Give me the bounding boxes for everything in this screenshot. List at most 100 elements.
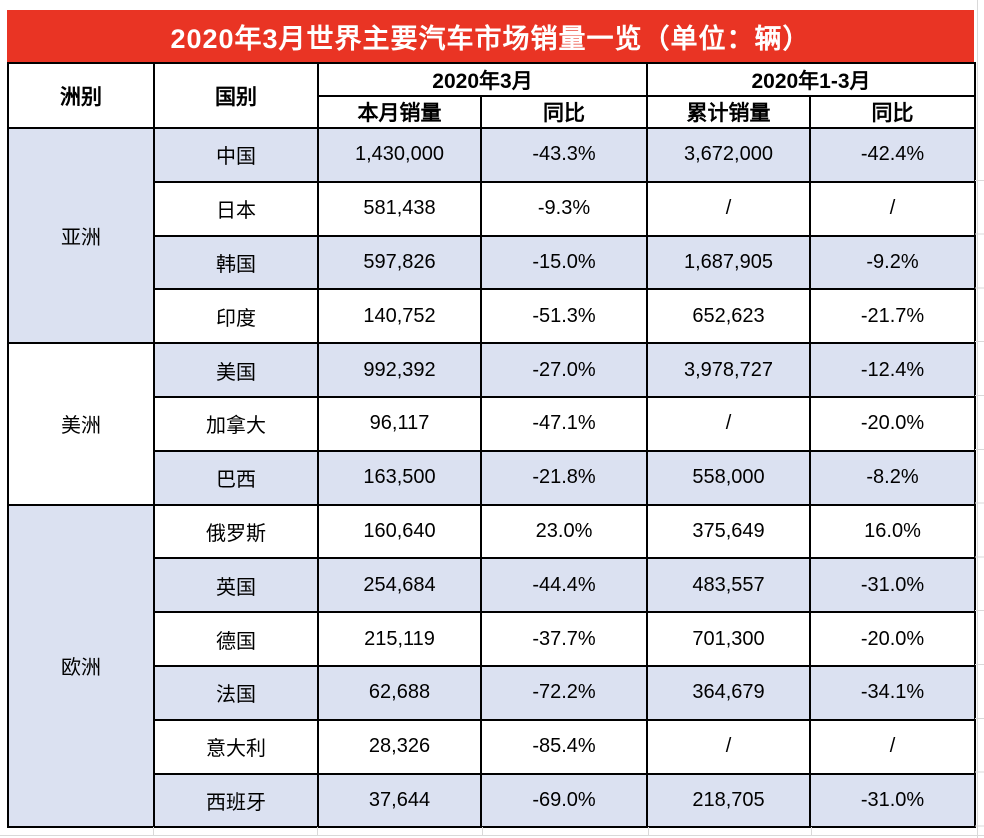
cumulative-yoy-cell: -20.0% (808, 395, 977, 452)
monthly-yoy-cell: -9.3% (480, 180, 648, 237)
cumulative-sales-cell: 701,300 (646, 611, 811, 667)
monthly-yoy-cell: -44.4% (480, 557, 648, 614)
continent-cell: 美洲 (7, 342, 155, 506)
cumulative-yoy-cell: / (808, 180, 977, 237)
table-title-bar: 2020年3月世界主要汽车市场销量一览（单位：辆） (7, 10, 974, 62)
cumulative-yoy-cell: -8.2% (808, 449, 977, 506)
country-cell: 印度 (153, 288, 319, 345)
monthly-sales-cell: 62,688 (317, 664, 482, 721)
country-cell: 中国 (153, 127, 319, 183)
country-cell: 韩国 (153, 234, 319, 291)
header-group-ytd: 2020年1-3月 (645, 62, 977, 97)
cumulative-yoy-cell: -12.4% (808, 342, 977, 398)
country-cell: 意大利 (153, 718, 319, 775)
cumulative-yoy-cell: -21.7% (808, 288, 977, 345)
cumulative-sales-cell: 3,672,000 (646, 127, 811, 183)
monthly-sales-cell: 96,117 (317, 395, 482, 452)
country-cell: 加拿大 (153, 395, 319, 452)
cumulative-sales-cell: 375,649 (646, 503, 811, 560)
cumulative-yoy-cell: -31.0% (808, 557, 977, 614)
header-monthly-yoy: 同比 (480, 95, 648, 129)
sales-table: 洲别 国别 2020年3月 2020年1-3月 本月销量 同比 累计销量 同比 … (7, 62, 977, 829)
country-cell: 美国 (153, 342, 319, 398)
monthly-yoy-cell: -43.3% (480, 127, 648, 183)
country-cell: 西班牙 (153, 772, 319, 829)
monthly-yoy-cell: 23.0% (480, 503, 648, 560)
gridline-horizontal-bottom (0, 835, 984, 836)
monthly-sales-cell: 597,826 (317, 234, 482, 291)
monthly-yoy-cell: -47.1% (480, 395, 648, 452)
monthly-yoy-cell: -51.3% (480, 288, 648, 345)
monthly-sales-cell: 37,644 (317, 772, 482, 829)
gridline-stub (482, 827, 483, 836)
cumulative-sales-cell: 483,557 (646, 557, 811, 614)
table-row: 亚洲 中国 1,430,000 -43.3% 3,672,000 -42.4% (7, 126, 977, 345)
header-monthly-sales: 本月销量 (317, 95, 482, 129)
gridline-stub (811, 827, 812, 836)
table-row: 英国 254,684 -44.4% 483,557 -31.0% (8, 557, 977, 614)
monthly-sales-cell: 992,392 (317, 342, 482, 398)
monthly-sales-cell: 160,640 (317, 503, 482, 560)
monthly-yoy-cell: -72.2% (480, 664, 648, 721)
table-row: 韩国 597,826 -15.0% 1,687,905 -9.2% (8, 234, 977, 291)
monthly-yoy-cell: -37.7% (480, 611, 648, 667)
table-row: 日本 581,438 -9.3% / / (8, 180, 977, 237)
cumulative-sales-cell: 218,705 (646, 772, 811, 829)
cumulative-sales-cell: 364,679 (646, 664, 811, 721)
cumulative-sales-cell: 3,978,727 (646, 342, 811, 398)
table-row: 加拿大 96,117 -47.1% / -20.0% (8, 395, 977, 452)
monthly-sales-cell: 1,430,000 (317, 127, 482, 183)
header-cumulative-yoy: 同比 (808, 95, 977, 129)
country-cell: 德国 (153, 611, 319, 667)
monthly-sales-cell: 581,438 (317, 180, 482, 237)
country-cell: 巴西 (153, 449, 319, 506)
cumulative-yoy-cell: / (808, 718, 977, 775)
monthly-yoy-cell: -15.0% (480, 234, 648, 291)
cumulative-yoy-cell: 16.0% (808, 503, 977, 560)
table-row: 欧洲 俄罗斯 160,640 23.0% 375,649 16.0% (7, 503, 977, 829)
cumulative-sales-cell: / (646, 395, 811, 452)
cumulative-sales-cell: 558,000 (646, 449, 811, 506)
table-row: 美洲 美国 992,392 -27.0% 3,978,727 -12.4% (7, 342, 977, 506)
continent-cell: 欧洲 (7, 503, 155, 829)
cumulative-sales-cell: / (646, 718, 811, 775)
table-row: 巴西 163,500 -21.8% 558,000 -8.2% (8, 449, 977, 506)
cumulative-yoy-cell: -31.0% (808, 772, 977, 829)
monthly-yoy-cell: -27.0% (480, 342, 648, 398)
gridline-stub (153, 827, 154, 836)
header-row-metrics: 本月销量 同比 累计销量 同比 (8, 95, 977, 129)
monthly-sales-cell: 215,119 (317, 611, 482, 667)
cumulative-yoy-cell: -9.2% (808, 234, 977, 291)
header-continent: 洲别 (7, 62, 155, 129)
table-title: 2020年3月世界主要汽车市场销量一览（单位：辆） (170, 23, 811, 54)
header-group-march: 2020年3月 (317, 62, 648, 97)
gridline-stub (648, 827, 649, 836)
cumulative-yoy-cell: -20.0% (808, 611, 977, 667)
country-cell: 俄罗斯 (153, 503, 319, 560)
gridline-stub (317, 827, 318, 836)
gridline-row-ticks (975, 127, 984, 827)
cumulative-sales-cell: 1,687,905 (646, 234, 811, 291)
header-cumulative-sales: 累计销量 (646, 95, 811, 129)
monthly-sales-cell: 28,326 (317, 718, 482, 775)
monthly-sales-cell: 140,752 (317, 288, 482, 345)
monthly-sales-cell: 163,500 (317, 449, 482, 506)
monthly-yoy-cell: -69.0% (480, 772, 648, 829)
monthly-yoy-cell: -85.4% (480, 718, 648, 775)
header-row-groups: 洲别 国别 2020年3月 2020年1-3月 (7, 62, 977, 129)
table-row: 德国 215,119 -37.7% 701,300 -20.0% (8, 611, 977, 667)
header-country: 国别 (153, 62, 319, 129)
table-row: 法国 62,688 -72.2% 364,679 -34.1% (8, 664, 977, 721)
continent-cell: 亚洲 (7, 126, 155, 345)
cumulative-yoy-cell: -34.1% (808, 664, 977, 721)
cumulative-sales-cell: / (646, 180, 811, 237)
table-row: 印度 140,752 -51.3% 652,623 -21.7% (8, 288, 977, 345)
cumulative-sales-cell: 652,623 (646, 288, 811, 345)
table-row: 意大利 28,326 -85.4% / / (8, 718, 977, 775)
table-row: 西班牙 37,644 -69.0% 218,705 -31.0% (8, 772, 977, 829)
country-cell: 日本 (153, 180, 319, 237)
cumulative-yoy-cell: -42.4% (808, 127, 977, 183)
monthly-sales-cell: 254,684 (317, 557, 482, 614)
country-cell: 法国 (153, 664, 319, 721)
